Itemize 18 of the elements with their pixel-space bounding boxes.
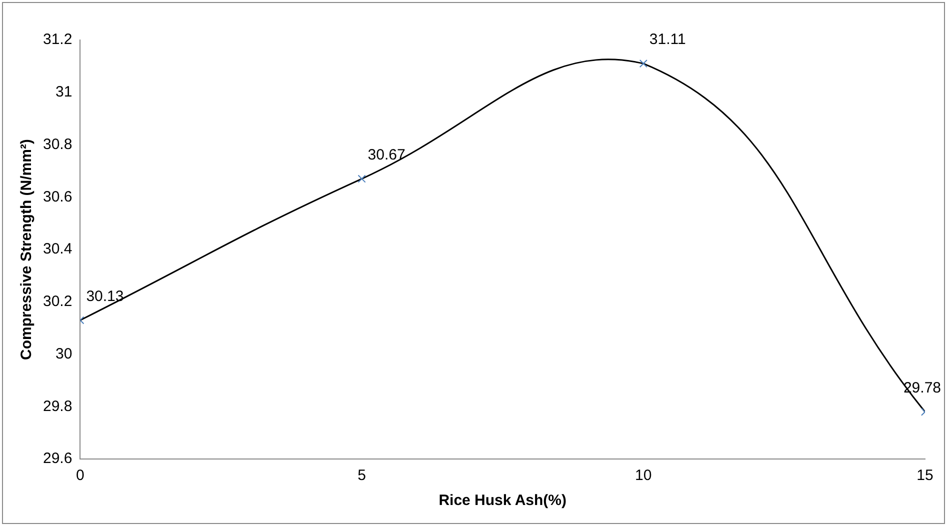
y-tick-label: 29.6 (42, 450, 72, 468)
data-label: 30.13 (86, 288, 124, 305)
x-axis-title: Rice Husk Ash(%) (438, 492, 567, 510)
y-tick-label: 30.2 (42, 293, 72, 310)
y-tick-label: 30.8 (42, 136, 72, 153)
y-axis-title: Compressive Strength (N/mm²) (18, 139, 36, 360)
y-tick-label: 31.2 (42, 31, 72, 48)
x-tick-label: 10 (635, 467, 652, 484)
y-tick-label: 30 (56, 345, 72, 362)
y-tick-label: 29.8 (42, 398, 72, 415)
x-tick-label: 15 (916, 467, 934, 484)
y-tick-label: 30.4 (42, 240, 72, 258)
y-tick-label: 30.6 (42, 188, 72, 206)
x-tick-label: 0 (76, 467, 84, 484)
data-label: 30.67 (368, 146, 406, 164)
data-label: 31.11 (649, 31, 686, 48)
y-tick-label: 31 (56, 84, 72, 101)
x-tick-label: 5 (358, 467, 366, 484)
